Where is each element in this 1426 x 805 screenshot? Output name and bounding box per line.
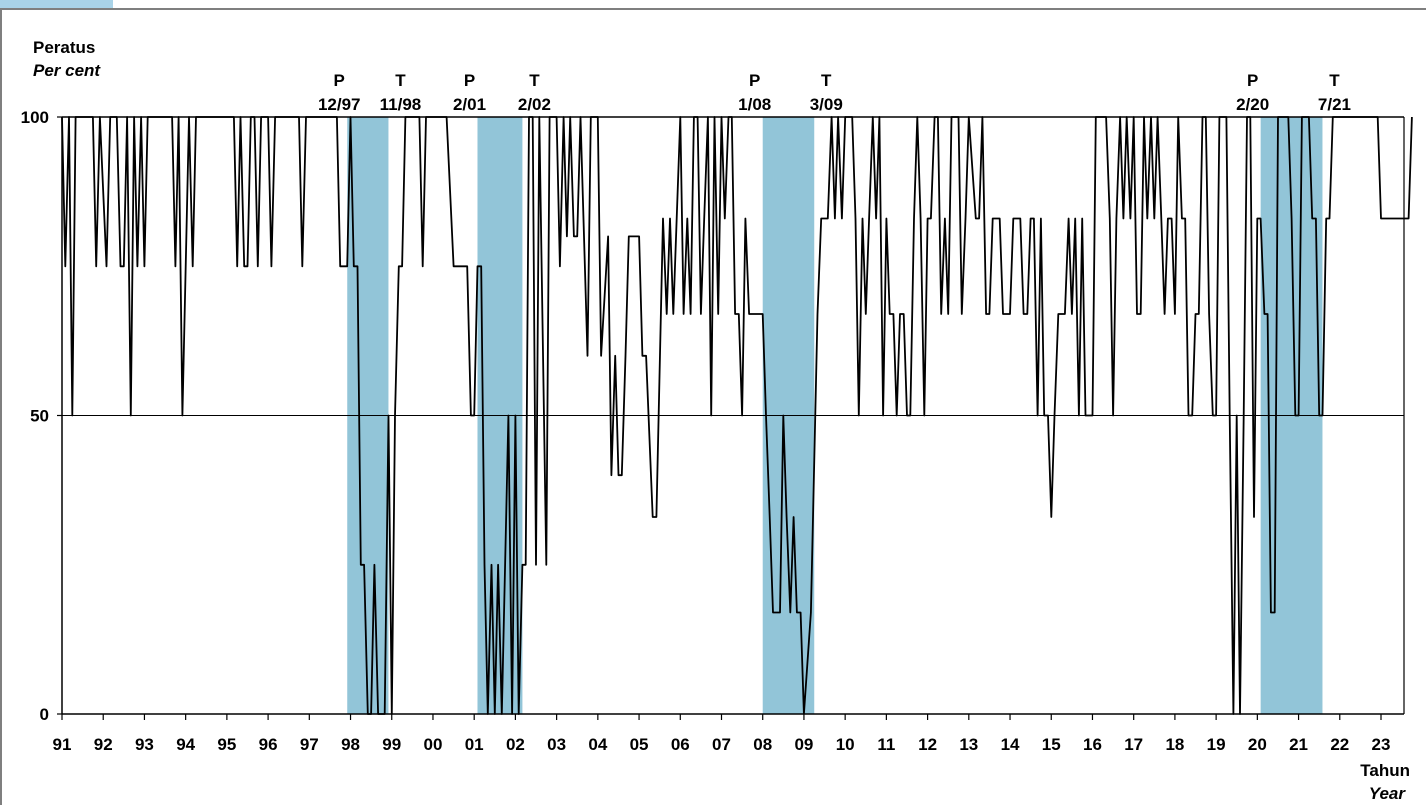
trough-date-2: 2/02 xyxy=(518,95,551,114)
y-tick-label-0: 0 xyxy=(40,705,49,724)
x-tick-label-17: 17 xyxy=(1124,735,1143,754)
trough-marker-3: T xyxy=(821,71,832,90)
x-axis-label-en: Year xyxy=(1369,784,1407,803)
peak-date-1: 12/97 xyxy=(318,95,361,114)
y-axis-label-en: Per cent xyxy=(33,61,101,80)
x-tick-label-09: 09 xyxy=(794,735,813,754)
peak-marker-1: P xyxy=(334,71,345,90)
x-tick-label-01: 01 xyxy=(465,735,484,754)
x-tick-label-03: 03 xyxy=(547,735,566,754)
corner-tab xyxy=(0,0,113,8)
peak-marker-2: P xyxy=(464,71,475,90)
peak-date-2: 2/01 xyxy=(453,95,486,114)
x-tick-label-23: 23 xyxy=(1372,735,1391,754)
x-tick-label-06: 06 xyxy=(671,735,690,754)
series-line-1 xyxy=(61,116,1413,715)
x-tick-label-96: 96 xyxy=(259,735,278,754)
recession-labels-group: P 12/97 T 11/98 P 2/01 T 2/02 P 1/08 T 3/09 P 2/20 T 7/… xyxy=(318,71,1351,114)
trough-date-4: 7/21 xyxy=(1318,95,1351,114)
x-tick-label-93: 93 xyxy=(135,735,154,754)
y-axis-label: Peratus xyxy=(33,38,95,57)
peak-marker-4: P xyxy=(1247,71,1258,90)
x-tick-label-16: 16 xyxy=(1083,735,1102,754)
x-tick-label-98: 98 xyxy=(341,735,360,754)
y-tick-label-100: 100 xyxy=(21,108,49,127)
x-tick-label-94: 94 xyxy=(176,735,195,754)
x-tick-label-02: 02 xyxy=(506,735,525,754)
y-tick-label-50: 50 xyxy=(30,407,49,426)
x-tick-label-05: 05 xyxy=(630,735,649,754)
x-tick-label-08: 08 xyxy=(753,735,772,754)
x-tick-label-92: 92 xyxy=(94,735,113,754)
x-tick-label-07: 07 xyxy=(712,735,731,754)
x-tick-label-11: 11 xyxy=(877,735,895,754)
axes-group: 0 50 100 91 92 93 94 95 96 97 98 99 00 01 02 03 04 05 06 07… xyxy=(21,108,1404,754)
x-tick-label-15: 15 xyxy=(1042,735,1061,754)
x-tick-label-00: 00 xyxy=(424,735,443,754)
series-group xyxy=(61,116,1413,715)
x-tick-label-10: 10 xyxy=(836,735,855,754)
x-tick-label-19: 19 xyxy=(1207,735,1226,754)
peak-date-3: 1/08 xyxy=(738,95,771,114)
x-tick-label-14: 14 xyxy=(1001,735,1020,754)
x-tick-label-97: 97 xyxy=(300,735,319,754)
x-tick-label-91: 91 xyxy=(53,735,72,754)
peak-date-4: 2/20 xyxy=(1236,95,1269,114)
trough-date-1: 11/98 xyxy=(380,95,422,114)
x-tick-label-21: 21 xyxy=(1289,735,1308,754)
x-tick-label-20: 20 xyxy=(1248,735,1267,754)
x-tick-label-22: 22 xyxy=(1330,735,1349,754)
trough-marker-2: T xyxy=(529,71,540,90)
trough-marker-4: T xyxy=(1329,71,1340,90)
trough-marker-1: T xyxy=(395,71,406,90)
peak-marker-3: P xyxy=(749,71,760,90)
x-tick-label-12: 12 xyxy=(918,735,937,754)
x-tick-label-18: 18 xyxy=(1165,735,1184,754)
x-axis-label: Tahun xyxy=(1360,761,1410,780)
x-tick-label-04: 04 xyxy=(588,735,607,754)
left-border xyxy=(0,8,2,805)
top-border xyxy=(0,8,1426,10)
x-tick-label-95: 95 xyxy=(217,735,236,754)
x-tick-label-99: 99 xyxy=(382,735,401,754)
x-tick-label-13: 13 xyxy=(959,735,978,754)
trough-date-3: 3/09 xyxy=(810,95,843,114)
